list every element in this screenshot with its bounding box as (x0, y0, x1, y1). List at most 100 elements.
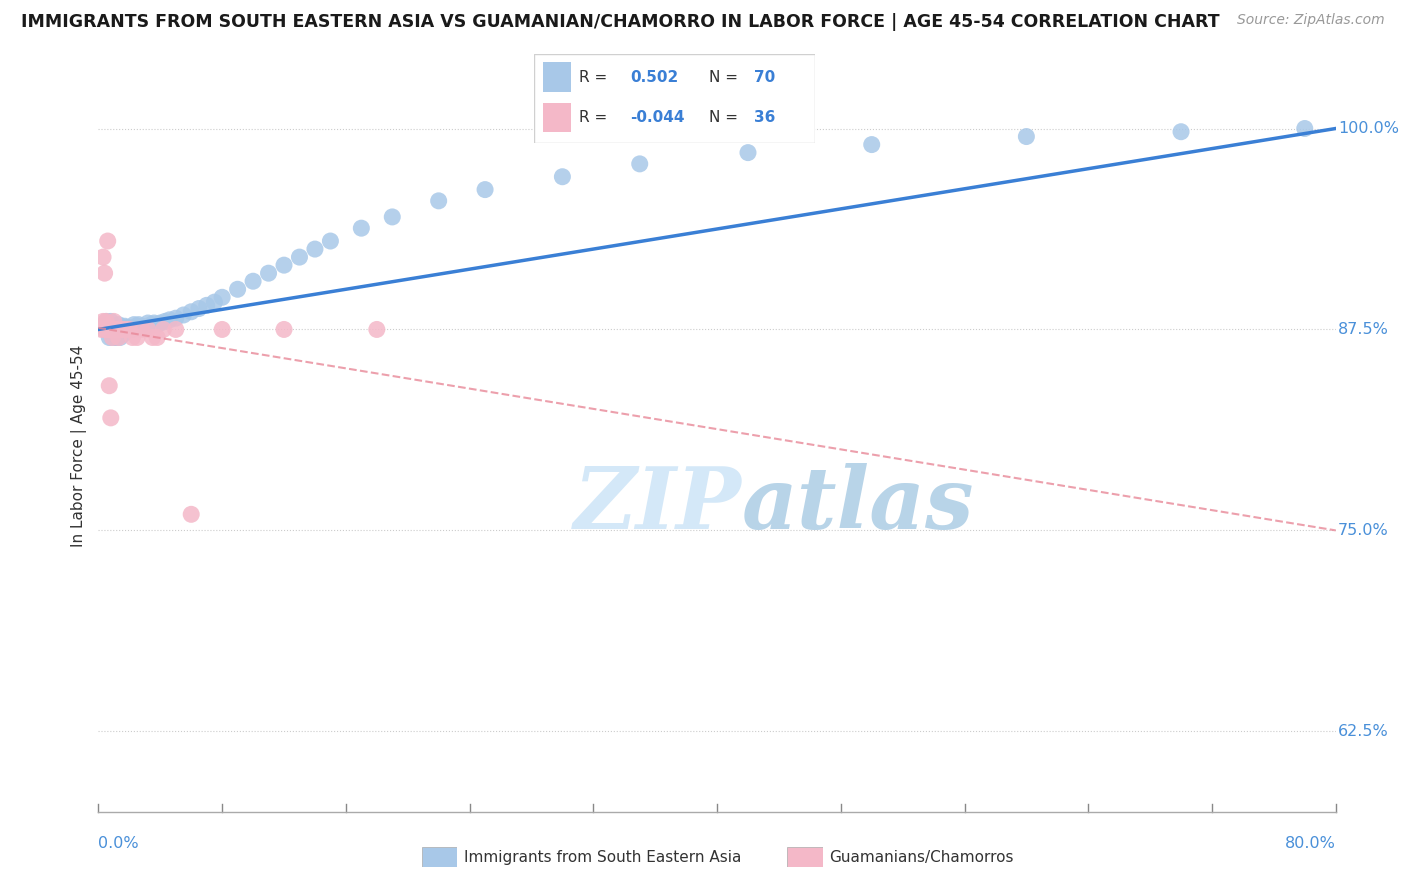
Text: 70: 70 (754, 70, 775, 85)
Point (114, 322, 136, 336)
Point (100, 322, 122, 336)
Point (165, 311, 187, 326)
Point (93, 322, 115, 336)
Text: N =: N = (709, 70, 738, 85)
Point (1294, 121, 1316, 136)
Point (100, 410, 122, 425)
Point (96, 314, 118, 328)
Point (117, 321, 139, 335)
Point (128, 318, 150, 332)
Point (204, 295, 226, 310)
Point (188, 301, 211, 316)
Point (257, 266, 280, 280)
Text: 0.502: 0.502 (630, 70, 678, 85)
Text: Immigrants from South Eastern Asia: Immigrants from South Eastern Asia (464, 850, 741, 864)
Point (90, 322, 112, 336)
Point (103, 314, 125, 328)
Point (105, 322, 128, 336)
Point (97, 322, 120, 336)
Point (104, 322, 127, 336)
Point (107, 330, 129, 344)
Point (149, 316, 172, 330)
Point (165, 322, 187, 336)
Point (226, 282, 249, 296)
Point (104, 330, 127, 344)
Point (118, 322, 141, 336)
Point (111, 322, 132, 336)
Point (100, 314, 122, 328)
Point (96, 322, 118, 336)
Point (143, 316, 166, 330)
Point (129, 321, 152, 335)
Text: atlas: atlas (742, 463, 974, 546)
Point (103, 322, 125, 336)
Point (211, 290, 233, 304)
Point (304, 242, 326, 256)
Text: -0.044: -0.044 (630, 110, 685, 125)
Text: N =: N = (709, 110, 738, 125)
Text: 62.5%: 62.5% (1339, 723, 1389, 739)
Text: 36: 36 (754, 110, 775, 125)
Point (211, 322, 233, 336)
Text: ZIP: ZIP (574, 463, 742, 546)
Point (146, 330, 169, 344)
Point (427, 194, 450, 208)
Text: Source: ZipAtlas.com: Source: ZipAtlas.com (1237, 13, 1385, 28)
Point (122, 318, 145, 332)
Point (131, 319, 153, 334)
Point (97, 322, 120, 336)
Point (146, 318, 169, 332)
Point (93, 322, 115, 336)
Point (114, 319, 136, 334)
Point (91, 250, 114, 264)
Point (860, 137, 883, 152)
Point (242, 274, 264, 288)
Point (551, 169, 574, 184)
Point (108, 330, 131, 344)
Point (98, 322, 121, 336)
Point (737, 145, 759, 160)
Point (97, 234, 120, 248)
Point (121, 330, 143, 344)
Text: IMMIGRANTS FROM SOUTH EASTERN ASIA VS GUAMANIAN/CHAMORRO IN LABOR FORCE | AGE 45: IMMIGRANTS FROM SOUTH EASTERN ASIA VS GU… (21, 13, 1220, 31)
Point (112, 322, 135, 336)
Point (1015, 129, 1038, 144)
Point (628, 157, 651, 171)
Point (108, 322, 131, 336)
FancyBboxPatch shape (534, 54, 815, 143)
Point (195, 298, 218, 312)
FancyBboxPatch shape (422, 847, 457, 867)
Point (180, 305, 202, 319)
Text: 100.0%: 100.0% (1339, 121, 1399, 136)
Point (111, 322, 132, 336)
Point (103, 330, 125, 344)
Point (101, 322, 124, 336)
FancyBboxPatch shape (543, 103, 571, 132)
Point (96, 314, 118, 328)
Point (100, 322, 122, 336)
Text: Guamanians/Chamorros: Guamanians/Chamorros (830, 850, 1014, 864)
Point (134, 321, 156, 335)
Point (118, 322, 141, 336)
Point (319, 234, 342, 248)
Point (101, 322, 124, 336)
Point (101, 330, 124, 344)
Text: 87.5%: 87.5% (1339, 322, 1389, 337)
Point (381, 210, 404, 224)
Point (1170, 125, 1192, 139)
Point (159, 313, 181, 327)
Text: 0.0%: 0.0% (98, 836, 139, 851)
Point (288, 250, 311, 264)
Point (474, 183, 496, 197)
Point (115, 322, 138, 336)
FancyBboxPatch shape (787, 847, 823, 867)
Text: 75.0%: 75.0% (1339, 523, 1389, 538)
Point (120, 321, 142, 335)
Point (93, 266, 115, 280)
Point (105, 330, 128, 344)
Point (107, 322, 129, 336)
Point (136, 316, 159, 330)
Point (172, 308, 194, 322)
Point (273, 258, 295, 272)
FancyBboxPatch shape (543, 62, 571, 92)
